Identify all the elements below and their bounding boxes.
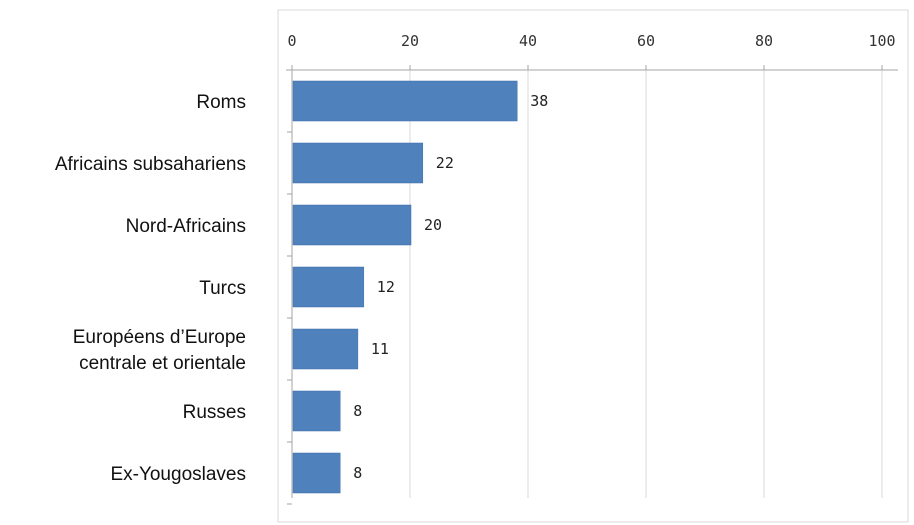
category-label: Roms — [196, 92, 246, 113]
data-label: 8 — [353, 402, 362, 420]
data-label: 11 — [371, 340, 389, 358]
x-tick-label: 100 — [868, 32, 895, 50]
category-label: Africains subsahariens — [55, 154, 246, 175]
category-label-line: Ex-Yougoslaves — [110, 464, 246, 485]
data-labels: 38 22 20 12 11 8 8 — [353, 92, 548, 482]
bars — [292, 80, 518, 494]
x-axis — [286, 65, 898, 505]
data-label: 22 — [436, 154, 454, 172]
data-label: 20 — [424, 216, 442, 234]
category-label-line: Russes — [183, 402, 246, 423]
bar — [292, 390, 341, 432]
category-label: Européens d’Europe centrale et orientale — [73, 327, 246, 374]
x-tick-label: 20 — [401, 32, 419, 50]
category-label-line: Roms — [196, 92, 246, 113]
x-tick-label: 80 — [755, 32, 773, 50]
category-label-line: centrale et orientale — [79, 353, 246, 374]
category-label: Turcs — [199, 278, 246, 299]
category-label-line: Européens d’Europe — [73, 327, 246, 348]
plot-frame — [277, 9, 909, 523]
category-label: Russes — [183, 402, 246, 423]
gridlines — [409, 70, 883, 498]
x-tick-label: 40 — [519, 32, 537, 50]
data-label: 12 — [377, 278, 395, 296]
category-label-line: Turcs — [199, 278, 246, 299]
category-label: Nord-Africains — [126, 216, 246, 237]
bar — [292, 328, 359, 370]
x-tick-labels: 0 20 40 60 80 100 — [287, 32, 895, 50]
bar — [292, 204, 412, 246]
category-label-line: Africains subsahariens — [55, 154, 246, 175]
bar — [292, 452, 341, 494]
bar — [292, 80, 518, 122]
category-labels: Roms Africains subsahariens Nord-Africains… — [55, 92, 246, 485]
category-label: Ex-Yougoslaves — [110, 464, 246, 485]
data-label: 8 — [353, 464, 362, 482]
bar — [292, 266, 365, 308]
x-tick-label: 0 — [287, 32, 296, 50]
x-tick-label: 60 — [637, 32, 655, 50]
category-label-line: Nord-Africains — [126, 216, 246, 237]
data-label: 38 — [530, 92, 548, 110]
bar — [292, 142, 424, 184]
